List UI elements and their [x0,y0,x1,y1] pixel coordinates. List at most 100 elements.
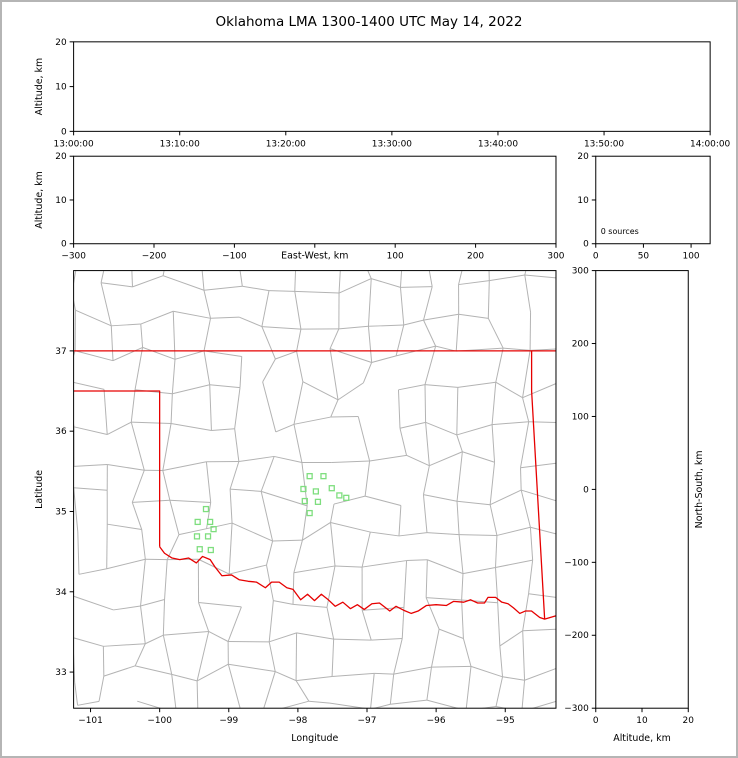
county-line [110,241,131,257]
county-line [261,326,301,330]
county-line [368,324,404,327]
county-line [389,674,395,705]
county-line [236,241,275,250]
station-marker [301,497,308,505]
county-line [130,422,145,471]
tick-label: −98 [288,716,307,726]
county-line [273,600,294,605]
county-line [198,711,241,713]
county-line [496,526,531,536]
tick-label: 13:40:00 [478,139,518,149]
county-line [367,270,372,279]
county-line [326,565,336,608]
county-line [458,313,489,319]
county-line [462,567,496,575]
figure-title: Oklahoma LMA 1300-1400 UTC May 14, 2022 [215,14,523,30]
county-line [438,628,464,639]
county-line [73,595,114,611]
county-line [73,422,75,427]
county-line [238,455,275,463]
county-line [425,247,466,255]
county-line [170,422,212,432]
county-line [364,460,371,497]
county-line [205,461,212,503]
county-line [268,600,274,642]
county-line [488,208,499,245]
tick-label: −200 [142,252,167,262]
county-line [495,676,504,707]
county-line [461,573,464,601]
county-line [292,603,328,608]
county-line [488,245,528,258]
county-line [400,286,433,288]
county-line [502,676,525,681]
tick-label: 20 [55,38,67,48]
county-line [531,700,556,709]
axis-label: Altitude, km [613,733,671,744]
tick-label: 200 [572,340,589,350]
county-line [134,389,173,395]
county-line [431,629,440,668]
tick-label: 13:30:00 [372,139,412,149]
county-line [145,634,164,645]
tick-label: 33 [55,668,66,678]
county-line [173,310,211,319]
county-line [495,535,498,568]
county-line [372,703,391,709]
county-line [74,682,79,706]
county-line [98,675,105,702]
county-line [558,462,588,463]
county-line [110,325,114,361]
county-line [270,210,304,222]
county-line [103,643,146,647]
axis-label: Latitude [34,470,45,509]
county-line [488,270,490,281]
county-lines [71,205,594,713]
county-line [236,216,242,242]
tick-label: 0 [583,485,589,495]
county-line [406,454,430,467]
county-line [293,424,303,463]
county-line [334,565,363,568]
county-line [203,350,242,358]
county-line [170,393,173,424]
county-line [455,314,460,352]
county-line [109,209,134,219]
tick-label: 36 [55,427,67,437]
county-line [326,607,335,640]
county-line [71,205,79,250]
county-line [528,560,534,594]
county-line [558,326,594,329]
county-line [242,285,270,292]
county-line [495,347,504,383]
county-line [520,421,530,468]
county-line [230,488,262,492]
tick-label: 13:50:00 [584,139,624,149]
county-line [497,602,501,646]
county-line [162,275,205,291]
tick-label: 10 [636,716,648,726]
station-marker [207,546,214,554]
tick-label: −96 [427,716,446,726]
county-line [228,663,276,673]
county-line [208,631,229,642]
county-line [262,358,276,383]
county-line [369,454,407,462]
county-line [422,494,428,533]
county-line [73,426,108,435]
county-line [260,456,275,492]
county-line [169,206,207,211]
county-line [229,489,233,524]
county-line [170,241,201,253]
county-line [522,593,530,631]
station-marker [306,509,313,517]
county-line [140,310,174,325]
county-line [426,597,462,601]
axis-label: Altitude, km [34,171,45,229]
county-line [399,287,405,326]
county-line [296,676,333,682]
county-line [77,700,100,706]
tick-label: −300 [564,704,589,714]
county-line [231,522,273,542]
